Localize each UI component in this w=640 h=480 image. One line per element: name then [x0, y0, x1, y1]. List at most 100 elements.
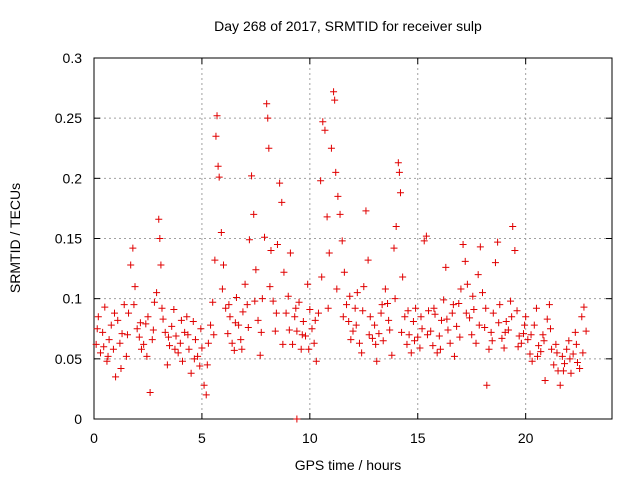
data-point [103, 357, 111, 365]
data-point [353, 289, 361, 297]
data-point [411, 337, 419, 345]
y-tick-label: 0.25 [55, 110, 82, 126]
data-point [548, 345, 556, 353]
data-point [330, 88, 338, 96]
data-point [362, 207, 370, 215]
data-point [222, 304, 230, 312]
data-point [462, 309, 470, 317]
data-point [535, 342, 543, 350]
x-tick-label: 5 [198, 430, 206, 446]
chart-title: Day 268 of 2017, SRMTID for receiver sul… [214, 18, 482, 34]
data-point [299, 318, 307, 326]
data-point [487, 328, 495, 336]
data-point [352, 321, 360, 329]
data-point [511, 247, 519, 255]
data-point [418, 325, 426, 333]
data-point [392, 222, 400, 230]
data-point [100, 343, 108, 351]
data-point [293, 415, 301, 423]
data-point [251, 297, 259, 305]
data-point [475, 321, 483, 329]
data-point [509, 222, 517, 230]
data-point [250, 210, 258, 218]
data-point [417, 313, 425, 321]
data-point [224, 330, 232, 338]
data-point [437, 316, 445, 324]
data-point [176, 339, 184, 347]
data-point [431, 310, 439, 318]
data-point [168, 322, 176, 330]
data-point [125, 309, 133, 317]
data-point [321, 126, 329, 134]
data-point [394, 159, 402, 167]
data-point [263, 100, 271, 108]
data-point [131, 283, 139, 291]
data-point [178, 357, 186, 365]
y-axis-label: SRMTID / TECUs [7, 183, 23, 293]
data-point [127, 261, 135, 269]
data-point [310, 339, 318, 347]
y-tick-label: 0.05 [55, 351, 82, 367]
data-point [412, 304, 420, 312]
data-point [297, 345, 305, 353]
data-point [189, 318, 197, 326]
data-point [228, 339, 236, 347]
x-tick-label: 10 [302, 430, 318, 446]
data-point [284, 292, 292, 300]
data-point [422, 232, 430, 240]
data-point [318, 273, 326, 281]
data-point [449, 301, 457, 309]
data-point [377, 309, 385, 317]
data-point [403, 340, 411, 348]
data-point [243, 301, 251, 309]
data-point [491, 259, 499, 267]
x-axis-label: GPS time / hours [295, 457, 402, 473]
data-point [456, 333, 464, 341]
grid [94, 58, 612, 419]
data-point [291, 313, 299, 321]
data-point [340, 268, 348, 276]
data-point [346, 292, 354, 300]
data-point [496, 301, 504, 309]
data-point [373, 357, 381, 365]
data-point [306, 305, 314, 313]
data-point [578, 313, 586, 321]
data-point [212, 132, 220, 140]
data-point [385, 316, 393, 324]
data-point [282, 309, 290, 317]
data-point [515, 332, 523, 340]
data-point [446, 339, 454, 347]
data-point [530, 321, 538, 329]
data-point [226, 313, 234, 321]
data-point [148, 336, 156, 344]
data-point [325, 249, 333, 257]
data-point [295, 298, 303, 306]
data-point [94, 313, 102, 321]
data-point [534, 352, 542, 360]
data-point [381, 285, 389, 293]
data-point [105, 336, 113, 344]
data-point [569, 350, 577, 358]
data-point [92, 340, 100, 348]
data-point [164, 333, 172, 341]
data-point [142, 320, 150, 328]
data-point [563, 345, 571, 353]
data-point [476, 243, 484, 251]
data-point [183, 313, 191, 321]
data-point [172, 332, 180, 340]
data-point [351, 304, 359, 312]
data-point [239, 308, 247, 316]
data-point [231, 319, 239, 327]
data-point [425, 307, 433, 315]
data-point [489, 309, 497, 317]
data-point [375, 330, 383, 338]
data-point [540, 337, 548, 345]
data-point [404, 307, 412, 315]
data-point [582, 327, 590, 335]
data-point [252, 266, 260, 274]
data-point [166, 342, 174, 350]
y-tick-label: 0.1 [63, 291, 83, 307]
data-point [156, 235, 164, 242]
data-points [92, 88, 590, 423]
data-point [184, 331, 192, 339]
